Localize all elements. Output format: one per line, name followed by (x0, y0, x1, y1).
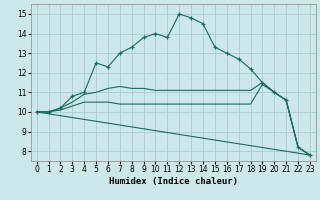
X-axis label: Humidex (Indice chaleur): Humidex (Indice chaleur) (109, 177, 238, 186)
